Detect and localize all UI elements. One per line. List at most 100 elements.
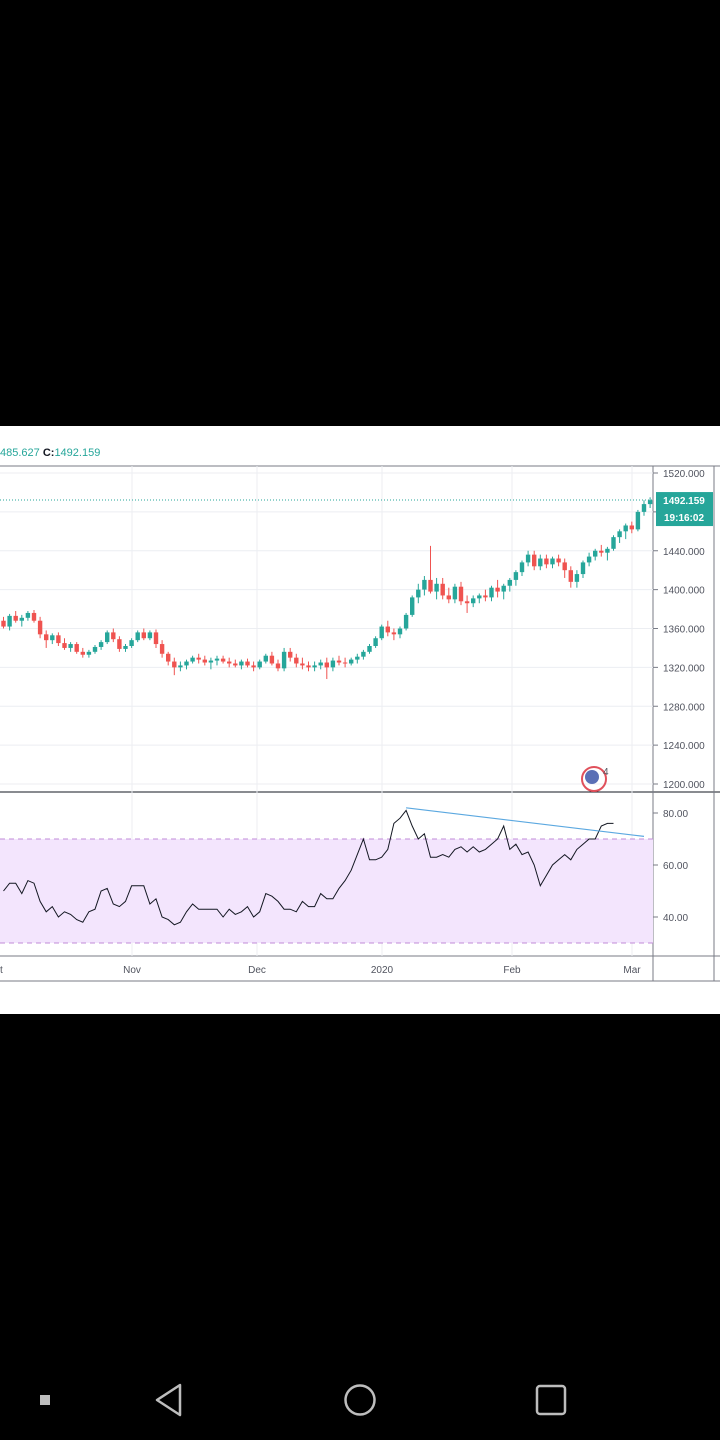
candle [440,577,445,600]
candle-body [635,511,641,530]
candle-body [263,655,268,662]
candle-body [410,597,415,615]
candle [641,500,647,516]
candle [410,595,415,617]
candle-body [507,579,512,586]
candle [251,661,256,672]
time-axis-label: Dec [248,965,266,976]
back-icon[interactable] [147,1378,191,1422]
open-value: 485.627 [0,447,40,459]
menu-square-icon[interactable] [23,1378,67,1422]
candle [312,661,317,672]
candle [68,642,73,652]
android-nav-bar [0,1360,720,1440]
price-tick-label: 1320.000 [663,663,705,674]
candle [434,577,439,600]
candle [111,628,116,643]
candle-body [288,651,293,658]
candle-body [80,651,85,655]
candle [342,657,348,668]
candle [458,581,464,606]
candle-body [135,632,140,641]
candle [397,626,403,639]
candle-body [50,635,55,641]
candle-body [586,556,592,563]
candle-body [513,572,519,580]
candle-body [1,620,6,627]
candle [190,655,195,664]
candle-body [92,646,98,652]
candle [324,657,329,680]
candle-body [556,558,561,563]
price-tick-label: 1440.000 [663,547,705,558]
candle-body [105,632,110,643]
candle [141,628,146,641]
candle [44,630,49,648]
candle [239,659,244,670]
candle-body [629,525,634,530]
candle [275,659,281,672]
candle-body [471,598,476,604]
candle [550,556,555,569]
candle [464,595,470,613]
candle [501,583,506,600]
candle [135,630,140,643]
candle-body [56,635,61,644]
candle [349,657,354,666]
candle-body [166,653,171,662]
candle [361,649,366,660]
candle [379,624,384,641]
candle [519,560,525,577]
rsi-line [3,809,614,926]
candle-body [422,579,427,590]
candle [166,651,171,666]
candle [74,642,79,654]
recents-icon[interactable] [529,1378,573,1422]
candle [422,576,427,596]
candle [544,554,549,569]
candle-body [117,639,122,649]
candle-body [367,645,372,652]
candle [306,661,311,672]
home-icon[interactable] [338,1378,382,1422]
candle-body [44,634,49,641]
candle-body [446,595,451,600]
candle [13,611,18,623]
candle-body [544,558,549,565]
candle-body [489,587,494,598]
close-value: 1492.159 [54,447,101,459]
chart-canvas[interactable]: 1520.0001480.0001440.0001400.0001360.000… [0,426,720,1014]
candle-body [428,579,433,592]
trading-chart[interactable]: 1520.0001480.0001440.0001400.0001360.000… [0,426,720,1014]
candle-body [342,662,348,664]
candle [1,616,6,629]
candle [489,585,494,602]
time-axis-label: Nov [123,965,141,976]
candle-body [269,655,275,664]
candle [288,647,293,662]
candle [184,659,189,670]
candle [599,544,604,557]
candle [403,612,409,631]
candle-body [7,615,12,627]
candle [19,614,24,627]
candle-body [532,554,537,567]
candle [605,546,610,561]
candle-body [391,632,397,635]
candle-body [452,586,458,600]
candle [50,633,55,645]
events-icon-core [585,770,599,784]
candle [574,570,580,588]
candle-body [550,558,555,565]
candle-body [464,601,470,604]
candle-body [501,585,506,592]
candle [263,653,268,664]
candle [446,587,451,604]
candle-body [208,660,214,663]
candle-body [294,657,299,664]
candle [129,638,134,648]
candle-body [580,562,586,575]
candle-body [98,642,104,647]
candle [416,583,421,604]
candle-body [245,661,250,666]
